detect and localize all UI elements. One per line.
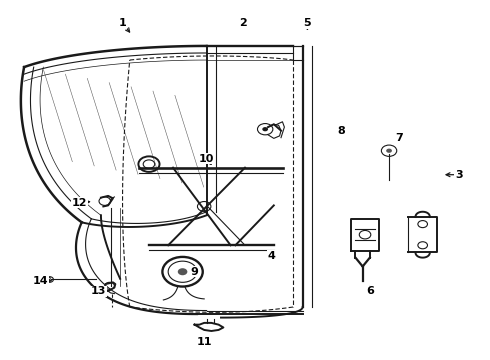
Text: 4: 4 <box>268 251 275 261</box>
Text: 10: 10 <box>199 154 214 164</box>
Text: 8: 8 <box>337 126 345 136</box>
Text: 7: 7 <box>395 133 403 143</box>
Text: 9: 9 <box>191 267 198 277</box>
Text: 3: 3 <box>455 170 463 180</box>
Circle shape <box>178 268 187 275</box>
Circle shape <box>386 149 392 153</box>
Text: 12: 12 <box>72 198 87 208</box>
Text: 14: 14 <box>33 275 49 285</box>
Text: 1: 1 <box>119 18 126 28</box>
Text: 2: 2 <box>239 18 246 28</box>
Text: 5: 5 <box>304 18 311 28</box>
Circle shape <box>262 127 268 131</box>
Text: 6: 6 <box>366 286 374 296</box>
Text: 11: 11 <box>196 337 212 347</box>
Text: 13: 13 <box>91 286 106 296</box>
